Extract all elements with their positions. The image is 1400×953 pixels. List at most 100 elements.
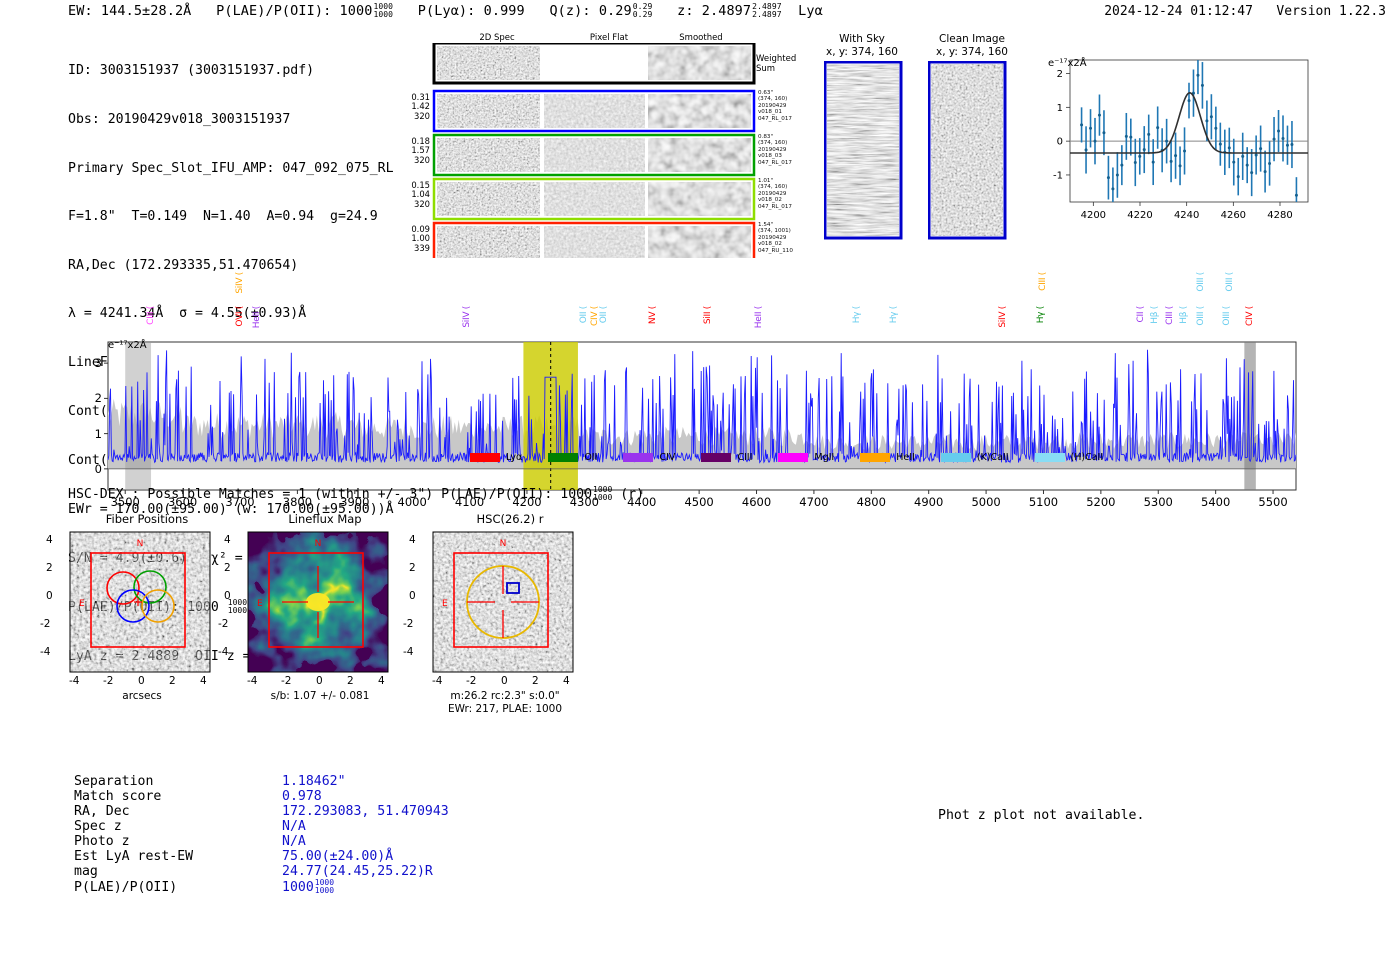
cutout-clean-title: Clean Image xyxy=(938,33,1006,45)
spectrum-xtick: 3800 xyxy=(282,495,313,509)
hsc-ytick-m2: -2 xyxy=(403,618,414,630)
row-value: N/A xyxy=(282,834,306,849)
hsc-header-band: (r) xyxy=(620,487,645,502)
lf-xtick-m4: -4 xyxy=(247,675,258,687)
emission-line-label: CII ( xyxy=(1136,306,1147,323)
timestamp: 2024-12-24 01:12:47 xyxy=(1104,4,1253,19)
spectrum-xtick: 4700 xyxy=(799,495,829,509)
svg-text:-1: -1 xyxy=(1053,170,1063,181)
fp-xtick-4: 4 xyxy=(200,675,207,687)
hsc-r-caption-1: m:26.2 rc:2.3" s:0.0" xyxy=(450,690,560,702)
spectrum-xtick: 4400 xyxy=(627,495,657,509)
emission-line-label: CIII ( xyxy=(1038,272,1049,291)
spec-row-2-right-labels: 1.01" (374, 160) 20190429 v018_02 047_RL_017 xyxy=(758,178,792,210)
table-row: Est LyA rest-EW 75.00(±24.00)Å xyxy=(74,849,449,864)
spectrum-xtick: 5000 xyxy=(971,495,1001,509)
legend-label: HeII xyxy=(896,452,915,463)
hsc-xtick-m4: -4 xyxy=(432,675,443,687)
hsc-xtick-0: 0 xyxy=(501,675,508,687)
table-plae-fraction: 1000 1000 xyxy=(314,878,335,895)
spectrum-xtick: 4200 xyxy=(512,495,542,509)
emission-line-label: Hγ ( xyxy=(889,306,900,324)
svg-text:2: 2 xyxy=(1057,69,1063,80)
hsc-xtick-4: 4 xyxy=(563,675,570,687)
fp-ytick-0: 0 xyxy=(46,590,53,602)
legend-label: CIII xyxy=(737,452,753,463)
emission-line-label: CIII ( xyxy=(146,306,157,325)
hsc-r-image: N E xyxy=(432,531,574,673)
emission-line-label: NV ( xyxy=(648,306,659,325)
legend-label: MgII xyxy=(814,452,835,463)
emission-line-label: Hγ ( xyxy=(1035,306,1046,324)
header-plya: P(Lyα): 0.999 xyxy=(417,3,525,19)
line-fit-svg: 4200 4220 4240 4260 4280 -1 0 1 2 xyxy=(1053,59,1309,221)
spectrum-xtick: 4800 xyxy=(856,495,886,509)
spectrum-xtick: 5300 xyxy=(1143,495,1173,509)
svg-text:1: 1 xyxy=(1057,103,1063,114)
lineflux-map-sb: s/b: 1.07 +/- 0.081 xyxy=(270,690,370,702)
cutout-clean-coords: x, y: 374, 160 xyxy=(936,46,1008,58)
emission-line-label: CIV ( xyxy=(1245,306,1256,326)
spectrum-xtick: 3900 xyxy=(340,495,370,509)
hsc-xtick-m2: -2 xyxy=(466,675,477,687)
emission-line-label: OIII ( xyxy=(1196,306,1207,326)
emission-line-label: Hβ ( xyxy=(1150,306,1161,324)
legend-label: CIV xyxy=(659,452,676,463)
emission-line-label: SiIV ( xyxy=(461,306,472,328)
spectrum-ytick: 2 xyxy=(94,391,102,406)
svg-text:4240: 4240 xyxy=(1174,210,1199,221)
row-key: Spec z xyxy=(74,819,122,834)
row-value: 172.293083, 51.470943 xyxy=(282,804,449,819)
info-line-obs: Obs: 20190429v018_3003151937 xyxy=(68,112,291,128)
legend-label: (H)CaII xyxy=(1070,452,1104,463)
info-line-ewr: EWr = 170.00(±95.00) (w: 170.00(±95.00))… xyxy=(68,501,394,517)
emission-line-label: Hβ ( xyxy=(1179,306,1190,324)
legend-entry: Lyα xyxy=(470,452,544,463)
panel-title-2dspec: 2D Spec xyxy=(479,33,515,43)
header-z-label: z: 2.4897 xyxy=(677,3,752,19)
header-z-fraction: 2.4897 2.4897 xyxy=(752,2,782,19)
header-timestamp-block: 2024-12-24 01:12:47 Version 1.22.3 xyxy=(1104,4,1386,19)
info-line-lambda: λ = 4241.34Å σ = 4.55(±0.93)Å xyxy=(68,306,307,322)
fp-ytick-4: 4 xyxy=(46,534,53,546)
legend-swatch xyxy=(940,453,971,462)
emission-line-label: OIII ( xyxy=(1222,306,1233,326)
row-key: RA, Dec xyxy=(74,804,130,819)
row-value: 1000 xyxy=(282,880,314,895)
spectrum-xtick: 5200 xyxy=(1086,495,1116,509)
spectrum-ytick: 3 xyxy=(94,356,102,371)
fp-ytick-m2: -2 xyxy=(40,618,51,630)
legend-entry: MgII xyxy=(778,452,856,463)
full-spectrum-plot: CIII (OVI (SiIV (HeII (SiIV (OII (CIV (O… xyxy=(0,270,1400,509)
legend-swatch xyxy=(548,453,579,462)
svg-text:N: N xyxy=(315,539,322,549)
lf-ytick-m4: -4 xyxy=(218,646,229,658)
svg-text:N: N xyxy=(500,539,507,549)
spectrum-xtick: 4300 xyxy=(569,495,599,509)
cutout-with-sky-title: With Sky xyxy=(839,33,885,45)
spectrum-units-annotation: e⁻¹⁷x2Å xyxy=(108,340,147,351)
spec-row-1-right-labels: 0.83" (374, 160) 20190429 v018_03 047_RL_017 xyxy=(758,134,792,166)
header-qz-fraction: 0.29 0.29 xyxy=(632,2,653,19)
table-row: P(LAE)/P(OII) 1000 1000 1000 xyxy=(74,878,449,896)
hsc-ytick-m4: -4 xyxy=(403,646,414,658)
emission-line-label: SiIV ( xyxy=(998,306,1009,328)
hsc-ytick-0: 0 xyxy=(409,590,416,602)
svg-text:4260: 4260 xyxy=(1221,210,1246,221)
info-line-radec: RA,Dec (172.293335,51.470654) xyxy=(68,257,299,273)
hsc-r-title: HSC(26.2) r xyxy=(476,512,544,526)
legend-label: OII xyxy=(584,452,598,463)
row-value: 1.18462" xyxy=(282,774,346,789)
legend-entry: (K)CaII xyxy=(940,452,1031,463)
emission-line-label: CIII ( xyxy=(1164,306,1175,325)
svg-text:4220: 4220 xyxy=(1127,210,1152,221)
weighted-sum-label: Weighted Sum xyxy=(756,54,797,74)
hsc-xtick-2: 2 xyxy=(532,675,539,687)
emission-line-label: HeII ( xyxy=(252,306,263,329)
svg-text:E: E xyxy=(257,599,263,609)
row-key: Separation xyxy=(74,774,154,789)
fp-xtick-0: 0 xyxy=(138,675,145,687)
svg-text:E: E xyxy=(79,599,85,609)
info-plae-fraction: 1000 1000 xyxy=(227,598,248,616)
header-z-line: Lyα xyxy=(798,3,823,19)
